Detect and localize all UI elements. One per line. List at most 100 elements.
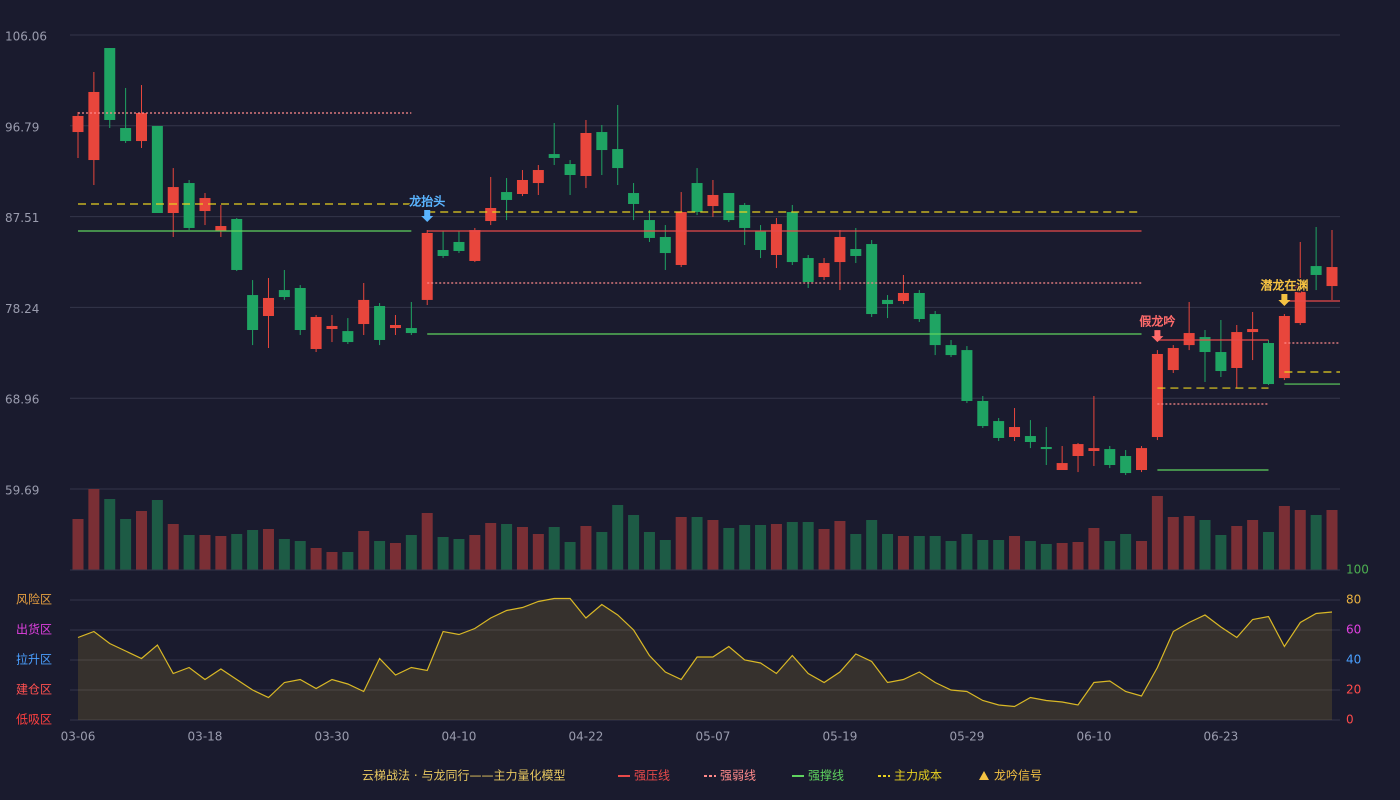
volume-bar bbox=[453, 539, 465, 570]
volume-bar bbox=[1231, 526, 1243, 570]
candle-body bbox=[1151, 353, 1163, 438]
volume-bar bbox=[183, 535, 195, 570]
volume-bar bbox=[961, 534, 973, 570]
candle-body bbox=[897, 292, 909, 302]
candle-body bbox=[437, 250, 449, 256]
volume-bar bbox=[421, 513, 433, 570]
x-tick-label: 03-30 bbox=[315, 730, 350, 744]
candle-body bbox=[310, 316, 322, 349]
candle-body bbox=[929, 314, 941, 346]
candle-body bbox=[199, 198, 211, 212]
candle-body bbox=[961, 350, 973, 401]
signal-arrow bbox=[1278, 294, 1291, 307]
candle-body bbox=[1326, 267, 1338, 287]
legend-label: 强弱线 bbox=[720, 769, 756, 783]
volume-bar bbox=[1294, 510, 1306, 570]
candle-body bbox=[231, 218, 243, 270]
volume-bar bbox=[516, 527, 528, 570]
volume-bar bbox=[612, 505, 624, 570]
candle-body bbox=[1167, 348, 1179, 371]
candle-body bbox=[1104, 449, 1116, 466]
volume-bar bbox=[247, 530, 259, 570]
volume-bar bbox=[675, 517, 687, 570]
indicator-line bbox=[77, 597, 1333, 708]
candle-body bbox=[262, 297, 274, 316]
volume-bar bbox=[1040, 544, 1052, 570]
volume-bar bbox=[135, 511, 147, 570]
candle-body bbox=[866, 244, 878, 315]
volume-bar bbox=[1056, 543, 1068, 570]
candle-body bbox=[389, 325, 401, 329]
candle-body bbox=[564, 164, 576, 176]
volume-bar bbox=[501, 524, 513, 570]
volume-bar bbox=[659, 540, 671, 570]
volume-bar bbox=[1104, 541, 1116, 570]
volume-bar bbox=[628, 515, 640, 570]
candle-body bbox=[1072, 444, 1084, 457]
volume-bar bbox=[580, 526, 592, 570]
x-tick-label: 04-22 bbox=[569, 730, 604, 744]
candle-body bbox=[247, 295, 259, 330]
volume-bar bbox=[1136, 541, 1148, 570]
volume-bar bbox=[1088, 528, 1100, 570]
volume-bar bbox=[1247, 520, 1259, 570]
y-tick-label: 68.96 bbox=[5, 393, 39, 407]
candle-body bbox=[294, 287, 306, 330]
candle-body bbox=[818, 263, 830, 278]
candle-body bbox=[739, 204, 751, 228]
signal-arrow bbox=[421, 210, 434, 223]
candle-body bbox=[215, 226, 227, 232]
volume-bar bbox=[786, 522, 798, 570]
volume-bar bbox=[1183, 516, 1195, 570]
legend-title: 云梯战法 · 与龙同行——主力量化模型 bbox=[362, 769, 565, 783]
legend-label: 主力成本 bbox=[894, 769, 942, 783]
candle-body bbox=[993, 421, 1005, 438]
x-tick-label: 05-29 bbox=[949, 730, 984, 744]
candle-body bbox=[580, 133, 592, 176]
volume-bar bbox=[1326, 510, 1338, 570]
volume-bar bbox=[945, 541, 957, 570]
volume-bar bbox=[723, 528, 735, 570]
y-tick-label: 80 bbox=[1346, 593, 1361, 607]
x-tick-label: 04-10 bbox=[442, 730, 477, 744]
candle-body bbox=[516, 180, 528, 195]
candle-body bbox=[643, 220, 655, 238]
candle-body bbox=[501, 192, 513, 200]
volume-bar bbox=[1072, 542, 1084, 570]
candle-body bbox=[421, 232, 433, 300]
volume-bar bbox=[929, 536, 941, 570]
candle-body bbox=[374, 306, 386, 340]
legend-label: 强压线 bbox=[634, 769, 670, 783]
candle-body bbox=[786, 212, 798, 263]
volume-bar bbox=[977, 540, 989, 570]
volume-bar bbox=[120, 519, 132, 570]
volume-bar bbox=[104, 499, 116, 570]
candle-body bbox=[1183, 333, 1195, 346]
volume-bar bbox=[469, 535, 481, 570]
volume-bar bbox=[802, 522, 814, 570]
candle-body bbox=[1120, 456, 1132, 474]
candle-body bbox=[532, 170, 544, 184]
y-tick-label: 87.51 bbox=[5, 211, 39, 225]
candle-body bbox=[1088, 448, 1100, 452]
candle-body bbox=[278, 290, 290, 298]
x-tick-label: 03-06 bbox=[61, 730, 96, 744]
candle-body bbox=[628, 193, 640, 204]
volume-bar bbox=[548, 527, 560, 570]
candle-body bbox=[326, 325, 338, 330]
legend-swatch bbox=[979, 771, 989, 780]
x-tick-label: 05-07 bbox=[695, 730, 730, 744]
candle-body bbox=[151, 125, 163, 213]
volume-bar bbox=[707, 520, 719, 570]
candle-body bbox=[1040, 446, 1052, 450]
candle-body bbox=[72, 115, 84, 133]
candle-body bbox=[596, 132, 608, 151]
volume-bar bbox=[1215, 535, 1227, 570]
volume-bar bbox=[485, 523, 497, 570]
volume-bar bbox=[1310, 515, 1322, 570]
candle-body bbox=[1263, 343, 1275, 385]
candle-body bbox=[723, 193, 735, 221]
candle-body bbox=[167, 187, 179, 213]
y-tick-label: 20 bbox=[1346, 683, 1361, 697]
